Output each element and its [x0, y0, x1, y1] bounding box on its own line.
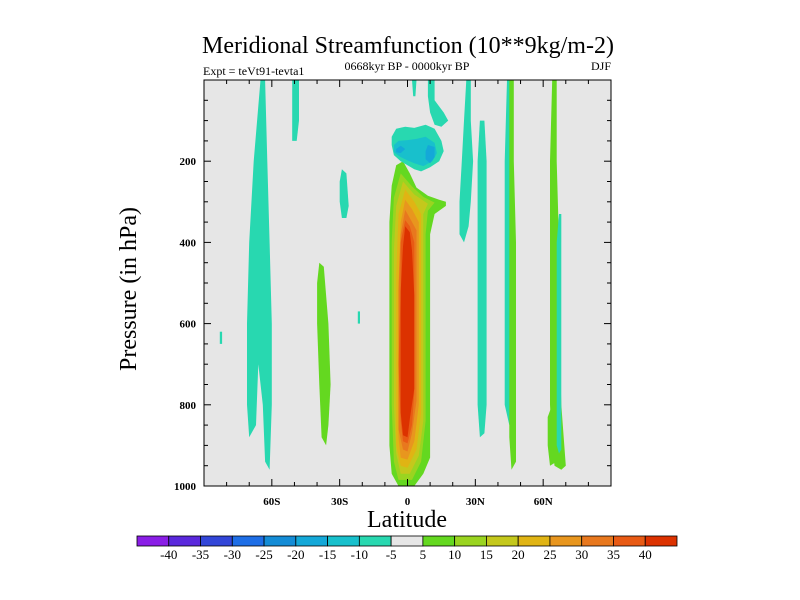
experiment-label: Expt = teVt91-tevta1	[203, 64, 304, 78]
colorbar-swatch	[200, 535, 233, 547]
contour-region-23	[509, 80, 516, 470]
contour-region-12	[412, 80, 417, 97]
colorbar: -40 -35 -30 -25 -20 -15 -10 -5 5 10 15 20 25 30 35 40	[136, 535, 678, 562]
colorbar-label: 40	[639, 547, 652, 562]
colorbar-swatch	[422, 535, 456, 547]
colorbar-label: 5	[420, 547, 427, 562]
colorbar-label: 35	[607, 547, 620, 562]
colorbar-label: 25	[543, 547, 556, 562]
x-axis-label: Latitude	[367, 507, 447, 533]
contour-region-16	[292, 80, 299, 141]
x-tick-label: 30S	[331, 496, 348, 508]
colorbar-swatch	[168, 535, 201, 547]
colorbar-swatch	[486, 535, 519, 547]
axis-ticks: 60S 30S 0 30N 60N 200 400 600 800 1000	[174, 80, 611, 508]
colorbar-label: -10	[351, 547, 368, 562]
colorbar-swatch	[327, 535, 360, 547]
contour-region-11	[425, 145, 435, 164]
colorbar-label: -25	[255, 547, 272, 562]
colorbar-swatch	[454, 535, 487, 547]
contour-region-20	[459, 80, 474, 243]
colorbar-label: 20	[512, 547, 525, 562]
colorbar-swatch	[263, 535, 297, 547]
colorbar-label: -35	[192, 547, 209, 562]
contour-region-13	[427, 80, 449, 127]
colorbar-swatch	[358, 535, 392, 547]
colorbar-label: -40	[160, 547, 177, 562]
y-tick-label: 400	[180, 237, 197, 249]
contour-region-17	[339, 169, 349, 218]
colorbar-label: 10	[448, 547, 461, 562]
colorbar-label: -20	[287, 547, 304, 562]
contour-region-14	[247, 80, 272, 470]
contour-region-10	[396, 145, 406, 154]
colorbar-label: -15	[319, 547, 336, 562]
contour-region-21	[477, 120, 487, 438]
colorbar-label: -5	[386, 547, 397, 562]
colorbar-label: 30	[575, 547, 588, 562]
contour-region-25	[547, 404, 557, 466]
x-tick-label: 60S	[263, 496, 280, 508]
x-tick-label: 60N	[534, 496, 553, 508]
y-tick-label: 1000	[174, 481, 197, 493]
y-tick-label: 600	[180, 319, 197, 331]
colorbar-label: -30	[224, 547, 241, 562]
colorbar-swatch	[549, 535, 583, 547]
x-tick-label: 0	[405, 496, 411, 508]
contour-fills	[219, 80, 566, 486]
contour-region-7	[400, 226, 415, 438]
season-label: DJF	[591, 59, 611, 73]
x-tick-label: 30N	[466, 496, 485, 508]
colorbar-swatch	[517, 535, 551, 547]
colorbar-swatch	[390, 535, 424, 547]
y-tick-label: 200	[180, 156, 197, 168]
contour-region-19	[357, 311, 360, 324]
contour-region-18	[317, 262, 331, 446]
y-tick-label: 800	[180, 400, 197, 412]
colorbar-swatch	[613, 535, 646, 547]
contour-region-26	[556, 214, 562, 454]
colorbar-swatch	[295, 535, 328, 547]
colorbar-swatch	[231, 535, 265, 547]
colorbar-swatch	[581, 535, 614, 547]
colorbar-swatch	[644, 535, 678, 547]
y-axis-label: Pressure (in hPa)	[116, 207, 142, 371]
colorbar-label: 15	[480, 547, 493, 562]
colorbar-swatch	[136, 535, 170, 547]
plot-area: 60S 30S 0 30N 60N 200 400 600 800 1000	[174, 79, 612, 508]
chart-title: Meridional Streamfunction (10**9kg/m-2)	[202, 33, 614, 59]
time-range-label: 0668kyr BP - 0000kyr BP	[345, 59, 470, 73]
contour-region-15	[219, 331, 223, 344]
